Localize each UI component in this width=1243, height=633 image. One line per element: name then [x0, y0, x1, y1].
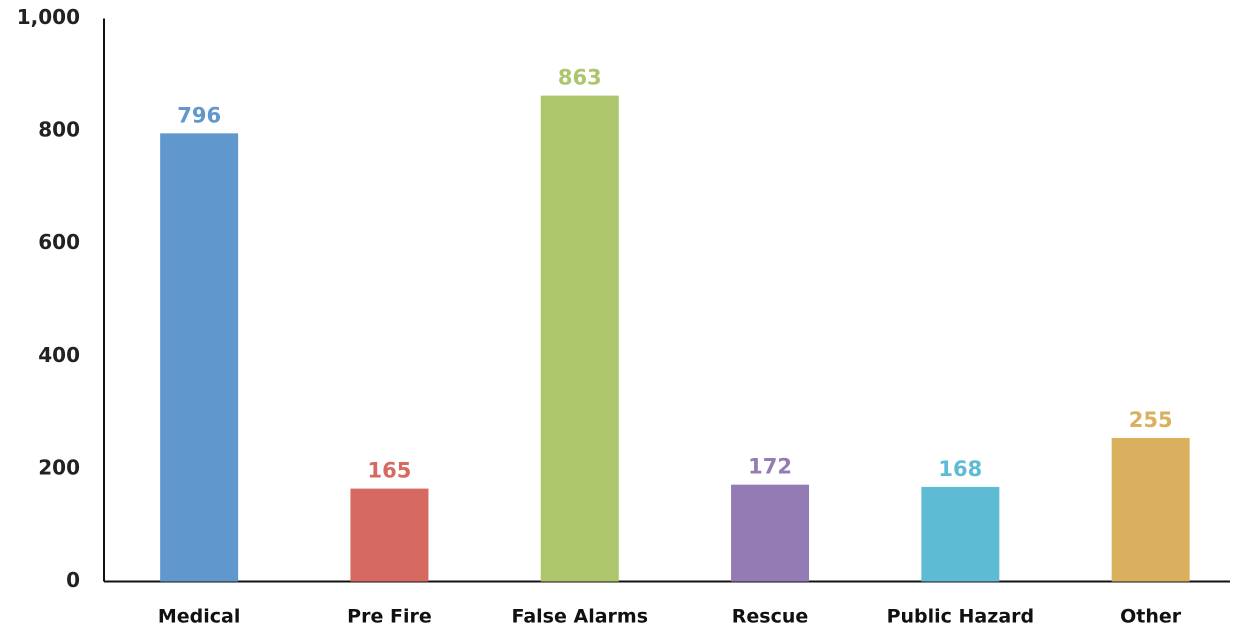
- y-tick-label: 200: [38, 455, 80, 479]
- y-tick-label: 1,000: [17, 5, 80, 29]
- y-tick-label: 0: [66, 568, 80, 592]
- bar: [540, 95, 619, 582]
- x-tick-label: Public Hazard: [887, 606, 1035, 628]
- bar: [731, 484, 810, 582]
- y-tick-label: 600: [38, 230, 80, 254]
- value-label: 168: [938, 457, 982, 481]
- x-tick-label: False Alarms: [511, 606, 648, 628]
- x-tick-label: Other: [1120, 606, 1182, 628]
- value-label: 796: [177, 103, 221, 127]
- bar: [1111, 437, 1190, 582]
- value-label: 863: [558, 66, 602, 90]
- bar: [350, 488, 429, 582]
- y-tick-label: 400: [38, 343, 80, 367]
- y-tick-label: 800: [38, 118, 80, 142]
- value-label: 165: [368, 459, 412, 483]
- value-label: 172: [748, 455, 792, 479]
- x-tick-label: Rescue: [732, 606, 809, 628]
- bar: [160, 133, 239, 582]
- x-tick-label: Pre Fire: [347, 606, 432, 628]
- x-tick-label: Medical: [158, 606, 241, 628]
- bar: [921, 486, 1000, 582]
- value-label: 255: [1129, 408, 1173, 432]
